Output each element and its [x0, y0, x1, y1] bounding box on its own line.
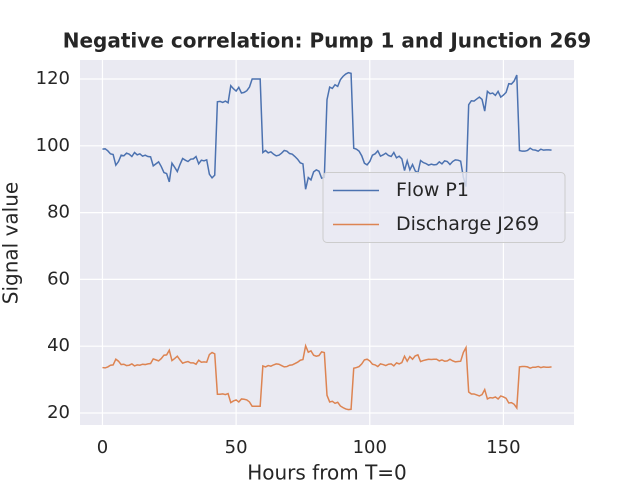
y-tick-label: 120: [36, 68, 70, 89]
y-axis-label: Signal value: [0, 182, 23, 304]
y-tick-label: 20: [47, 402, 70, 423]
x-tick-label: 100: [353, 437, 387, 458]
y-tick-label: 40: [47, 335, 70, 356]
legend: Flow P1 Discharge J269: [322, 172, 566, 243]
series-line: [102, 343, 552, 411]
chart-title: Negative correlation: Pump 1 and Junctio…: [63, 29, 591, 53]
y-tick-label: 80: [47, 202, 70, 223]
x-axis-label: Hours from T=0: [247, 461, 407, 481]
x-tick-label: 50: [225, 437, 248, 458]
x-tick-label: 0: [97, 437, 108, 458]
legend-label: Flow P1: [396, 179, 469, 201]
lines: [102, 71, 552, 411]
y-tick-label: 60: [47, 268, 70, 289]
legend-box: [322, 172, 566, 243]
y-tick-label: 100: [36, 135, 70, 156]
x-tick-label: 150: [486, 437, 520, 458]
series-line: [102, 71, 552, 190]
legend-label: Discharge J269: [396, 213, 539, 235]
